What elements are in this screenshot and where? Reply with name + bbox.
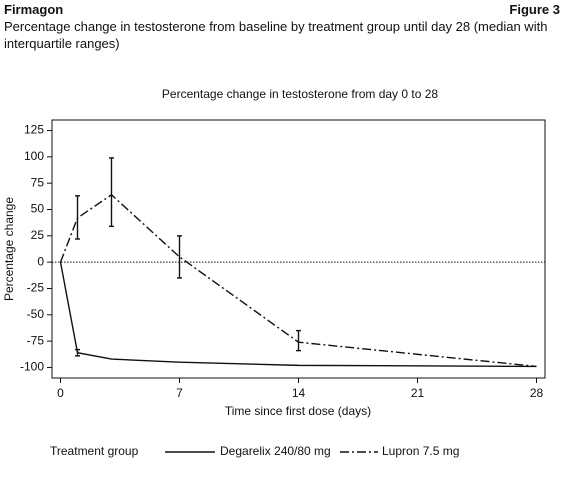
error-bar xyxy=(177,235,182,279)
y-tick-label: 125 xyxy=(24,123,44,137)
x-tick-label: 14 xyxy=(292,386,306,400)
y-tick-label: 50 xyxy=(31,202,45,216)
y-tick-label: -25 xyxy=(27,281,45,295)
product-name: Firmagon xyxy=(4,2,64,17)
y-tick-label: 75 xyxy=(31,175,45,189)
error-bar xyxy=(75,195,80,240)
y-tick-label: -75 xyxy=(27,333,45,347)
subtitle: Percentage change in testosterone from b… xyxy=(4,19,548,51)
x-tick-label: 7 xyxy=(176,386,183,400)
series-line xyxy=(59,193,537,368)
legend-label: Degarelix 240/80 mg xyxy=(220,444,331,458)
legend-label: Lupron 7.5 mg xyxy=(382,444,459,458)
error-bar xyxy=(109,157,114,228)
series-line xyxy=(59,262,537,368)
x-axis-label: Time since first dose (days) xyxy=(225,404,371,418)
y-tick-label: -50 xyxy=(27,307,45,321)
error-bar xyxy=(296,329,301,352)
x-tick-label: 0 xyxy=(57,386,64,400)
x-tick-label: 28 xyxy=(530,386,544,400)
figure-number: Figure 3 xyxy=(509,2,560,17)
y-tick-label: -100 xyxy=(20,360,44,374)
x-tick-label: 21 xyxy=(411,386,425,400)
y-tick-label: 100 xyxy=(24,149,44,163)
y-tick-label: 25 xyxy=(31,228,45,242)
error-bar xyxy=(75,348,80,357)
y-axis-label: Percentage change xyxy=(2,197,16,301)
legend-title: Treatment group xyxy=(50,444,139,458)
chart-title: Percentage change in testosterone from d… xyxy=(162,87,439,101)
y-tick-label: 0 xyxy=(37,254,44,268)
